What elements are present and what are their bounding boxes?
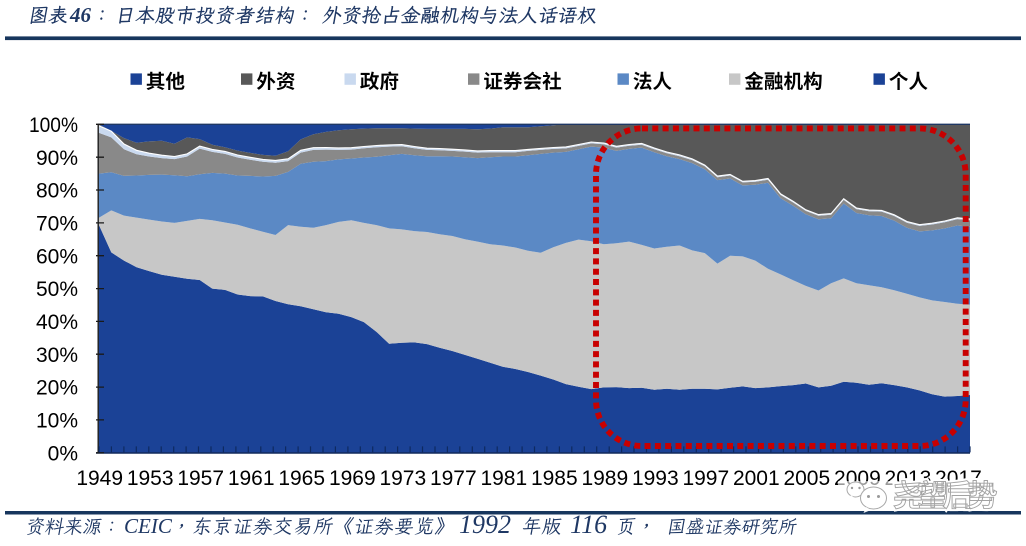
- svg-text:60%: 60%: [36, 245, 78, 268]
- svg-text:10%: 10%: [36, 410, 78, 433]
- svg-text:1977: 1977: [430, 467, 477, 490]
- svg-text:1993: 1993: [632, 467, 679, 490]
- svg-text:70%: 70%: [36, 213, 78, 236]
- svg-text:80%: 80%: [36, 180, 78, 203]
- svg-text:1961: 1961: [228, 467, 275, 490]
- svg-text:2001: 2001: [733, 467, 780, 490]
- svg-text:20%: 20%: [36, 377, 78, 400]
- svg-text:1953: 1953: [127, 467, 174, 490]
- svg-text:1981: 1981: [480, 467, 527, 490]
- svg-text:1957: 1957: [177, 467, 224, 490]
- svg-text:2005: 2005: [783, 467, 830, 490]
- svg-text:1997: 1997: [682, 467, 729, 490]
- svg-text:1973: 1973: [379, 467, 426, 490]
- svg-text:46: 46: [69, 3, 92, 27]
- svg-text:30%: 30%: [36, 344, 78, 367]
- svg-text:1969: 1969: [329, 467, 376, 490]
- svg-text:1989: 1989: [581, 467, 628, 490]
- svg-text:0%: 0%: [48, 442, 78, 465]
- svg-text:1992: 1992: [459, 510, 511, 539]
- svg-text:100%: 100%: [29, 114, 78, 137]
- svg-text:1949: 1949: [76, 467, 123, 490]
- svg-text:90%: 90%: [36, 147, 78, 170]
- svg-text:CEIC: CEIC: [124, 514, 173, 538]
- svg-text:50%: 50%: [36, 278, 78, 301]
- svg-text:1965: 1965: [278, 467, 325, 490]
- svg-text:40%: 40%: [36, 311, 78, 334]
- svg-text:116: 116: [570, 510, 607, 539]
- svg-text:1985: 1985: [531, 467, 578, 490]
